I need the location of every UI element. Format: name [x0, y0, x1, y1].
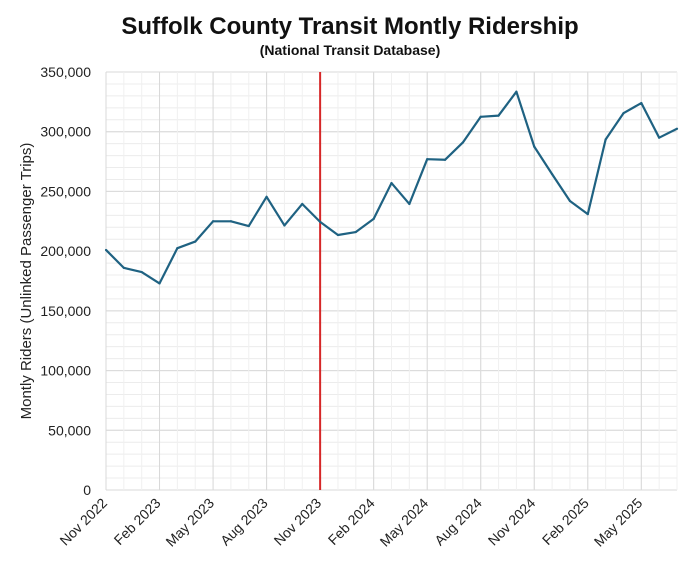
- data-point: [515, 90, 518, 93]
- data-point: [211, 220, 215, 223]
- data-point: [390, 181, 393, 185]
- y-tick-label: 50,000: [48, 422, 91, 438]
- x-tick-label: Feb 2024: [325, 495, 378, 548]
- y-tick-label: 0: [83, 482, 91, 498]
- data-point: [158, 282, 161, 285]
- x-tick-label: May 2024: [377, 495, 432, 550]
- data-point: [265, 195, 268, 198]
- data-point: [140, 270, 143, 274]
- data-point: [497, 114, 500, 117]
- x-tick-label: Nov 2023: [271, 495, 325, 549]
- x-tick-label: May 2023: [162, 495, 217, 550]
- data-point: [229, 220, 233, 223]
- gridlines: [105, 71, 678, 491]
- y-tick-label: 350,000: [40, 64, 91, 80]
- data-point: [479, 115, 482, 118]
- data-point: [283, 224, 286, 227]
- y-tick-label: 200,000: [40, 243, 91, 259]
- y-axis-ticks: 0 50,000 100,000 150,000 200,000 250,000 300,0…: [40, 64, 91, 498]
- data-point: [194, 240, 197, 243]
- y-tick-label: 150,000: [40, 303, 91, 319]
- data-point: [122, 266, 125, 269]
- data-point: [176, 247, 179, 250]
- data-point: [426, 158, 429, 161]
- x-tick-label: Feb 2023: [110, 495, 163, 548]
- chart-subtitle: (National Transit Database): [260, 42, 441, 58]
- data-point: [604, 138, 607, 141]
- data-point: [443, 158, 447, 161]
- data-point: [568, 199, 572, 203]
- x-tick-label: Aug 2023: [217, 495, 271, 549]
- series-points: [104, 90, 679, 285]
- data-point: [336, 233, 340, 237]
- data-point: [247, 224, 250, 228]
- data-point: [372, 217, 375, 220]
- data-point: [622, 112, 625, 115]
- data-point: [640, 101, 643, 105]
- data-point: [675, 127, 679, 130]
- data-point: [104, 248, 108, 252]
- data-point: [354, 230, 357, 234]
- x-tick-label: Nov 2024: [485, 495, 539, 549]
- data-point: [533, 145, 536, 148]
- y-tick-label: 100,000: [40, 363, 91, 379]
- x-tick-label: Aug 2024: [431, 495, 485, 549]
- data-point: [550, 173, 554, 176]
- data-point: [586, 213, 589, 216]
- y-tick-label: 300,000: [40, 124, 91, 140]
- x-tick-label: May 2025: [591, 495, 646, 550]
- x-tick-label: Nov 2022: [56, 495, 110, 549]
- data-point: [319, 220, 322, 223]
- y-axis-label: Montly Riders (Unlinked Passenger Trips): [18, 143, 35, 420]
- data-point: [408, 202, 411, 206]
- chart-title: Suffolk County Transit Montly Ridership: [121, 13, 578, 40]
- x-tick-label: Feb 2025: [539, 495, 592, 548]
- data-point: [461, 141, 464, 144]
- data-point: [658, 136, 661, 139]
- y-tick-label: 250,000: [40, 183, 91, 199]
- data-point: [301, 202, 304, 206]
